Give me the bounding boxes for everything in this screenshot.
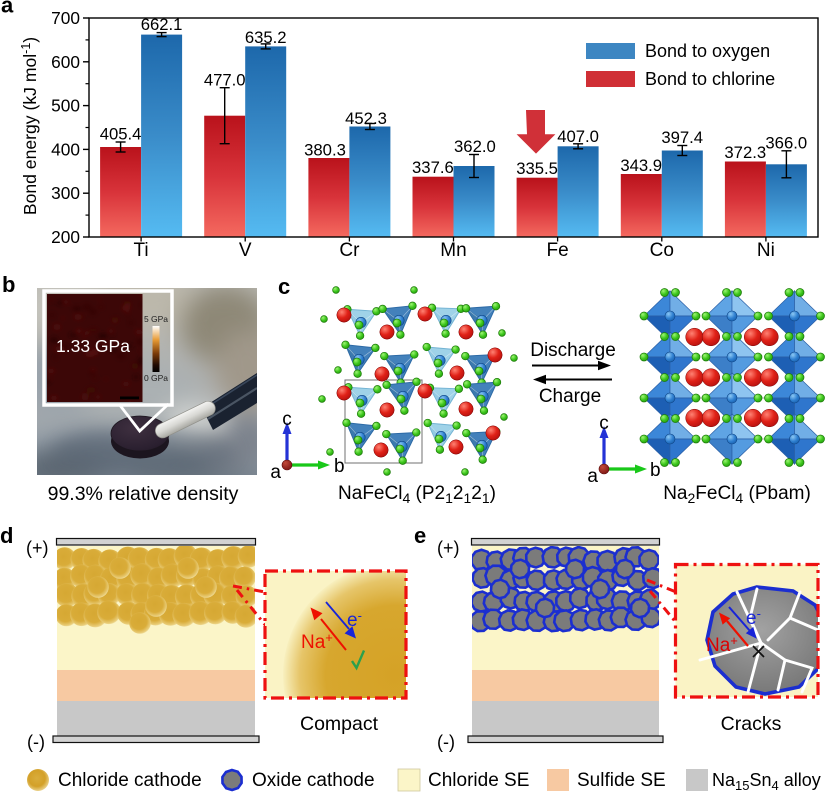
svg-text:NaFeCl4 (P212121): NaFeCl4 (P212121) (338, 483, 496, 506)
svg-text:0 GPa: 0 GPa (144, 373, 168, 383)
svg-text:(+): (+) (26, 538, 49, 558)
svg-text:397.4: 397.4 (661, 128, 703, 147)
svg-text:Bond to chlorine: Bond to chlorine (645, 69, 775, 89)
svg-text:700: 700 (51, 8, 80, 28)
svg-text:Charge: Charge (539, 386, 601, 407)
svg-text:b: b (650, 460, 661, 481)
svg-text:Ni: Ni (757, 240, 775, 261)
svg-text:c: c (599, 413, 609, 434)
svg-text:500: 500 (51, 96, 80, 116)
svg-text:Na2FeCl4 (Pbam): Na2FeCl4 (Pbam) (663, 483, 811, 506)
svg-text:Ti: Ti (134, 240, 149, 261)
svg-text:(-): (-) (437, 732, 455, 752)
svg-text:d: d (0, 523, 13, 548)
svg-text:380.3: 380.3 (304, 141, 346, 160)
svg-text:662.1: 662.1 (141, 15, 183, 34)
svg-text:366.0: 366.0 (765, 134, 807, 153)
svg-text:Fe: Fe (547, 240, 569, 261)
svg-text:(+): (+) (437, 538, 460, 558)
svg-text:Discharge: Discharge (530, 340, 616, 361)
svg-text:V: V (239, 240, 252, 261)
svg-text:b: b (334, 456, 345, 477)
svg-text:407.0: 407.0 (557, 127, 599, 146)
svg-text:Chloride cathode: Chloride cathode (58, 770, 202, 791)
svg-text:(-): (-) (27, 732, 45, 752)
svg-text:Na+: Na+ (301, 630, 333, 653)
svg-text:e: e (414, 523, 426, 548)
svg-text:Cracks: Cracks (721, 713, 782, 735)
svg-text:c: c (282, 409, 292, 430)
svg-text:372.3: 372.3 (724, 143, 766, 162)
svg-text:337.6: 337.6 (412, 158, 454, 177)
svg-text:635.2: 635.2 (245, 28, 287, 47)
svg-text:Chloride SE: Chloride SE (428, 770, 529, 791)
svg-text:Cr: Cr (339, 240, 360, 261)
svg-text:c: c (278, 274, 290, 299)
svg-text:b: b (2, 272, 15, 297)
svg-text:a: a (1, 0, 14, 18)
svg-text:Na15Sn4 alloy: Na15Sn4 alloy (712, 770, 821, 793)
svg-text:Sulfide SE: Sulfide SE (577, 770, 666, 791)
svg-text:400: 400 (51, 139, 80, 159)
svg-text:a: a (270, 462, 281, 483)
svg-text:362.0: 362.0 (454, 137, 496, 156)
svg-text:a: a (587, 466, 598, 487)
svg-text:Mn: Mn (440, 240, 466, 261)
svg-text:477.0: 477.0 (204, 71, 246, 90)
svg-text:405.4: 405.4 (100, 124, 142, 143)
svg-text:300: 300 (51, 183, 80, 203)
svg-text:600: 600 (51, 52, 80, 72)
svg-text:Compact: Compact (300, 713, 379, 735)
svg-text:5 GPa: 5 GPa (144, 314, 168, 324)
svg-text:Co: Co (650, 240, 674, 261)
svg-text:Bond to oxygen: Bond to oxygen (645, 41, 770, 61)
svg-text:452.3: 452.3 (345, 109, 387, 128)
svg-text:335.5: 335.5 (516, 159, 558, 178)
svg-text:Oxide cathode: Oxide cathode (252, 770, 375, 791)
svg-text:Na+: Na+ (706, 633, 738, 656)
svg-text:Bond energy (kJ mol-1): Bond energy (kJ mol-1) (19, 37, 40, 215)
svg-text:200: 200 (51, 227, 80, 247)
svg-text:343.9: 343.9 (620, 156, 662, 175)
svg-text:99.3% relative density: 99.3% relative density (48, 483, 239, 505)
svg-text:1.33 GPa: 1.33 GPa (56, 336, 130, 356)
